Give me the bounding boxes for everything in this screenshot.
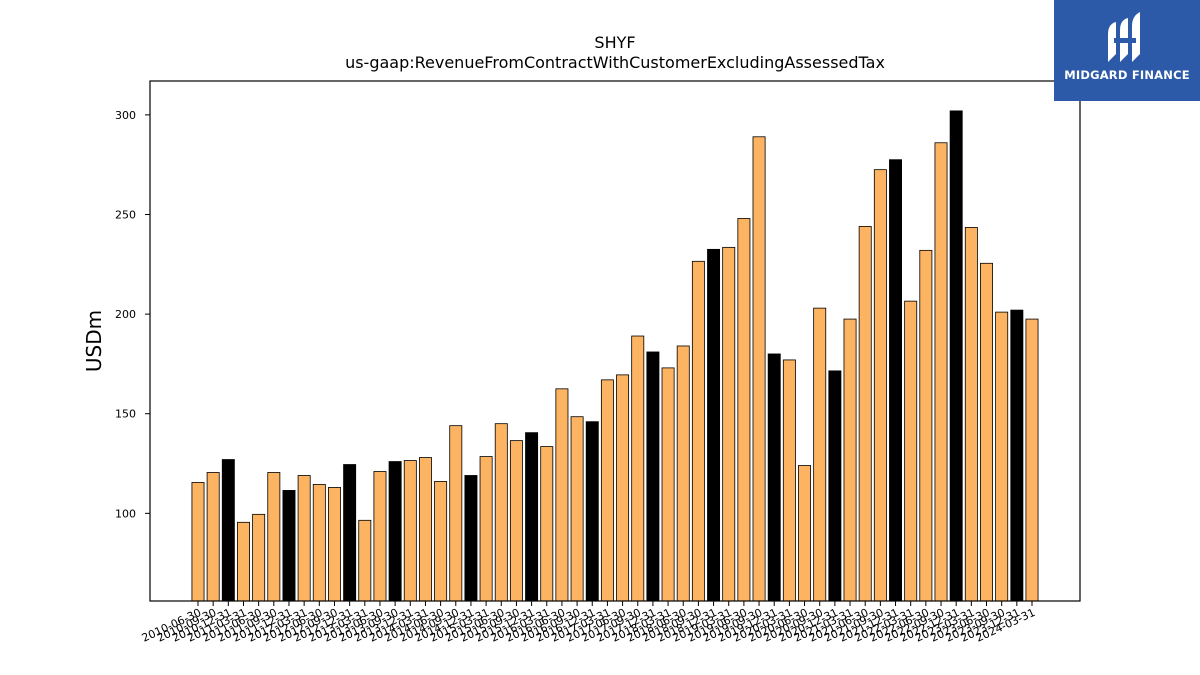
bar-2011-09-30 bbox=[267, 472, 281, 602]
bar-2021-03-31 bbox=[843, 318, 857, 602]
plot-frame bbox=[149, 80, 1081, 602]
bar-2014-12-31 bbox=[464, 475, 478, 602]
logo-mark-icon bbox=[1108, 12, 1140, 62]
y-tick-label: 100 bbox=[115, 507, 136, 520]
y-axis: 100 150 200 250 300 bbox=[115, 109, 150, 520]
bar-2023-03-31 bbox=[964, 227, 978, 602]
bar-2019-12-31 bbox=[767, 353, 781, 602]
bar-2018-03-31 bbox=[661, 367, 675, 602]
x-axis: 2010-06-302010-09-302010-12-312011-03-31… bbox=[140, 601, 1037, 645]
bar-2014-03-31 bbox=[418, 457, 432, 602]
y-tick-label: 200 bbox=[115, 308, 136, 321]
bar-2019-03-31 bbox=[722, 246, 736, 602]
bar-2012-09-30 bbox=[328, 487, 341, 602]
bar-2013-06-30 bbox=[373, 471, 387, 602]
bar-2020-03-31 bbox=[782, 359, 796, 602]
bar-2016-09-30 bbox=[570, 416, 584, 602]
bar-2010-06-30 bbox=[191, 482, 205, 602]
bar-2019-06-30 bbox=[737, 218, 751, 602]
bar-2022-09-30 bbox=[934, 142, 948, 602]
bar-2021-12-31 bbox=[889, 159, 902, 602]
y-tick-label: 150 bbox=[115, 408, 136, 421]
bar-2022-06-30 bbox=[919, 249, 933, 602]
bar-2011-06-30 bbox=[252, 513, 266, 602]
chart-title: SHYF bbox=[594, 33, 635, 52]
bar-2012-03-31 bbox=[297, 475, 311, 602]
bar-2017-09-30 bbox=[631, 335, 645, 602]
bar-2022-12-31 bbox=[949, 110, 963, 602]
bar-2011-03-31 bbox=[237, 521, 250, 602]
bar-2023-12-31 bbox=[1010, 309, 1024, 602]
bar-2018-09-30 bbox=[691, 260, 705, 602]
bar-2015-03-31 bbox=[479, 456, 493, 602]
bar-2013-03-31 bbox=[358, 519, 372, 602]
y-tick-label: 300 bbox=[115, 109, 136, 122]
bar-2016-03-31 bbox=[540, 446, 554, 602]
bar-2013-12-31 bbox=[403, 460, 417, 602]
bar-2016-06-30 bbox=[555, 388, 569, 602]
bar-2022-03-31 bbox=[904, 300, 918, 602]
bar-2018-12-31 bbox=[707, 248, 721, 602]
bar-2010-12-31 bbox=[221, 459, 235, 602]
bar-2020-09-30 bbox=[813, 307, 827, 602]
bar-2017-03-31 bbox=[600, 379, 614, 602]
bar-2014-06-30 bbox=[434, 481, 448, 602]
bar-2012-12-31 bbox=[343, 464, 357, 602]
bar-2018-06-30 bbox=[676, 345, 690, 602]
bar-2023-06-30 bbox=[980, 262, 993, 602]
bar-2015-06-30 bbox=[494, 423, 508, 602]
chart-subtitle: us-gaap:RevenueFromContractWithCustomerE… bbox=[345, 53, 885, 72]
bar-2020-06-30 bbox=[798, 465, 812, 602]
brand-logo: MIDGARD FINANCE bbox=[1054, 0, 1200, 101]
logo-text: MIDGARD FINANCE bbox=[1064, 68, 1190, 82]
y-axis-label: USDm bbox=[82, 310, 106, 372]
bar-2019-09-30 bbox=[752, 136, 766, 602]
bar-2017-06-30 bbox=[616, 374, 630, 602]
bars-group bbox=[191, 110, 1039, 602]
bar-2015-09-30 bbox=[509, 440, 523, 602]
bar-2021-09-30 bbox=[873, 169, 887, 602]
bar-2021-06-30 bbox=[858, 226, 872, 602]
bar-2010-09-30 bbox=[206, 472, 220, 602]
bar-2016-12-31 bbox=[585, 421, 599, 602]
bar-2014-09-30 bbox=[449, 425, 463, 602]
y-tick-label: 250 bbox=[115, 208, 136, 221]
bar-2020-12-31 bbox=[828, 370, 842, 602]
bar-2011-12-31 bbox=[282, 490, 296, 602]
bar-2013-09-30 bbox=[388, 461, 402, 602]
bar-2015-12-31 bbox=[525, 432, 539, 602]
bar-2024-03-31 bbox=[1025, 318, 1039, 602]
bar-2012-06-30 bbox=[312, 484, 326, 602]
bar-2017-12-31 bbox=[646, 351, 660, 602]
bar-2023-09-30 bbox=[995, 311, 1009, 602]
